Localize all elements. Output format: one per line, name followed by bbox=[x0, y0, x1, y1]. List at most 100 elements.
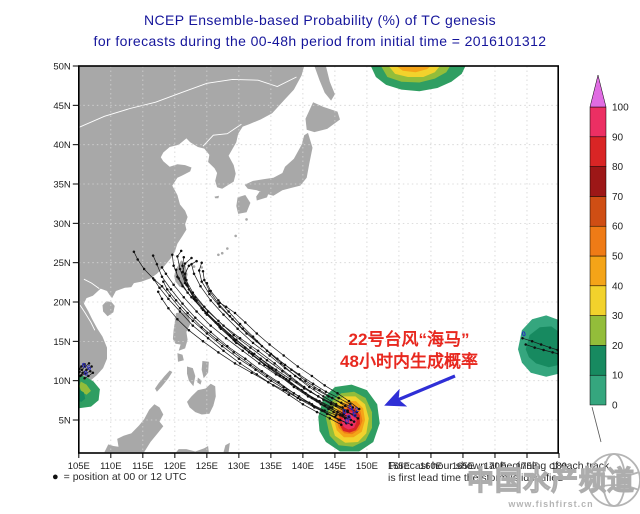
track-position-dot bbox=[160, 266, 164, 269]
track-position-dot bbox=[530, 340, 534, 343]
track-position-dot bbox=[325, 412, 329, 415]
track-position-dot bbox=[83, 362, 86, 366]
track-position-dot bbox=[238, 336, 242, 340]
land-polygon bbox=[305, 102, 340, 133]
track-position-dot bbox=[254, 368, 257, 371]
ensemble-track bbox=[186, 279, 346, 419]
country-border bbox=[83, 278, 100, 289]
track-position-dot bbox=[160, 275, 164, 279]
track-position-dot bbox=[195, 299, 198, 302]
track-position-dot bbox=[181, 285, 184, 288]
colorbar-under-pointer bbox=[591, 406, 602, 443]
land-polygon bbox=[102, 301, 115, 317]
forecast-hour-caption: Forecast hour shown at beginning of each… bbox=[388, 460, 609, 484]
track-position-dot bbox=[224, 305, 228, 308]
track-position-dot bbox=[524, 343, 527, 346]
track-position-dot bbox=[187, 329, 191, 332]
track-position-dot bbox=[233, 362, 237, 365]
land-polygon bbox=[314, 66, 335, 101]
track-position-dot bbox=[200, 261, 203, 264]
track-position-dot bbox=[247, 351, 251, 354]
track-position-dot bbox=[265, 349, 269, 353]
ensemble-track bbox=[79, 363, 90, 373]
forecast-hour-label: 0 bbox=[81, 362, 87, 370]
forecast-hour-label: 6 bbox=[87, 365, 93, 373]
track-position-dot bbox=[200, 325, 203, 329]
track-position-dot bbox=[343, 417, 347, 420]
track-position-dot bbox=[218, 301, 221, 305]
caption-line2: is first lead time the storm is identifi… bbox=[388, 471, 564, 484]
track-position-dot bbox=[244, 346, 247, 349]
track-position-dot bbox=[249, 346, 252, 349]
track-position-dot bbox=[190, 296, 193, 299]
track-position-dot bbox=[165, 288, 169, 291]
track-position-dot bbox=[209, 330, 212, 334]
track-position-dot bbox=[87, 362, 91, 365]
track-position-dot bbox=[206, 336, 210, 340]
lat-tick-label: 10N bbox=[53, 376, 71, 387]
islet bbox=[217, 253, 220, 257]
track-position-dot bbox=[354, 414, 357, 417]
track-position-dot bbox=[156, 290, 160, 294]
lon-tick-label: 120E bbox=[164, 461, 186, 472]
track-position-dot bbox=[158, 286, 161, 290]
annotation-line1: 22号台风“海马” bbox=[348, 330, 470, 349]
track-position-dot bbox=[208, 292, 211, 296]
track-position-dot bbox=[250, 371, 253, 375]
track-position-dot bbox=[337, 396, 340, 400]
land-polygon bbox=[223, 442, 230, 453]
typhoon-annotation: 22号台风“海马” 48小时内生成概率 bbox=[334, 329, 484, 373]
track-position-dot bbox=[231, 318, 234, 321]
track-position-dot bbox=[548, 346, 552, 349]
lat-tick-label: 30N bbox=[53, 219, 71, 230]
track-position-dot bbox=[80, 365, 83, 368]
track-position-dot bbox=[273, 362, 276, 365]
track-position-dot bbox=[186, 311, 189, 315]
vietnam-blob-ring bbox=[79, 381, 91, 395]
colorbar-segment bbox=[589, 345, 607, 376]
track-position-dot bbox=[258, 362, 261, 365]
track-position-dot bbox=[203, 278, 206, 282]
land-polygon bbox=[104, 404, 164, 453]
track-position-dot bbox=[190, 256, 193, 260]
track-position-dot bbox=[142, 267, 146, 271]
track-position-dot bbox=[171, 253, 174, 257]
colorbar-over-arrow bbox=[589, 74, 607, 108]
colorbar-segment bbox=[589, 255, 607, 287]
track-position-dot bbox=[241, 349, 244, 353]
track-position-dot bbox=[167, 297, 170, 301]
track-position-dot bbox=[329, 401, 333, 404]
colorbar-labels: 0 10 20 30 40 50 60 70 80 90 100 bbox=[612, 103, 629, 412]
forecast-hour-label: 0 bbox=[348, 404, 354, 412]
track-position-dot bbox=[306, 395, 310, 398]
track-position-dot bbox=[328, 417, 332, 420]
track-position-dot bbox=[81, 371, 84, 375]
track-position-dot bbox=[323, 384, 326, 387]
country-border bbox=[79, 304, 96, 331]
track-position-dot bbox=[337, 418, 340, 422]
lon-tick-label: 155E bbox=[388, 461, 410, 472]
track-position-dot bbox=[336, 410, 339, 414]
track-position-dot bbox=[236, 327, 239, 331]
watermark-url: www.fishfirst.cn bbox=[508, 499, 594, 509]
track-position-dot bbox=[172, 264, 175, 268]
lat-tick-label: 50N bbox=[53, 62, 71, 73]
track-position-dot bbox=[313, 406, 316, 409]
map-frame bbox=[78, 65, 559, 454]
track-position-dot bbox=[160, 285, 164, 288]
track-position-dot bbox=[185, 283, 188, 286]
land-polygon bbox=[177, 353, 184, 362]
lat-tick-label: 25N bbox=[53, 258, 71, 269]
land-polygon bbox=[214, 195, 219, 199]
track-position-dot bbox=[297, 373, 301, 376]
track-position-dot bbox=[351, 406, 355, 409]
track-position-dot bbox=[178, 267, 182, 271]
track-position-dot bbox=[195, 310, 198, 313]
colorbar-label: 10 bbox=[612, 371, 624, 382]
track-position-dot bbox=[155, 262, 159, 266]
forecast-hour-label: 0 bbox=[346, 414, 352, 422]
track-position-dot bbox=[201, 308, 205, 312]
track-position-dot bbox=[322, 395, 325, 398]
track-position-dot bbox=[238, 362, 242, 365]
